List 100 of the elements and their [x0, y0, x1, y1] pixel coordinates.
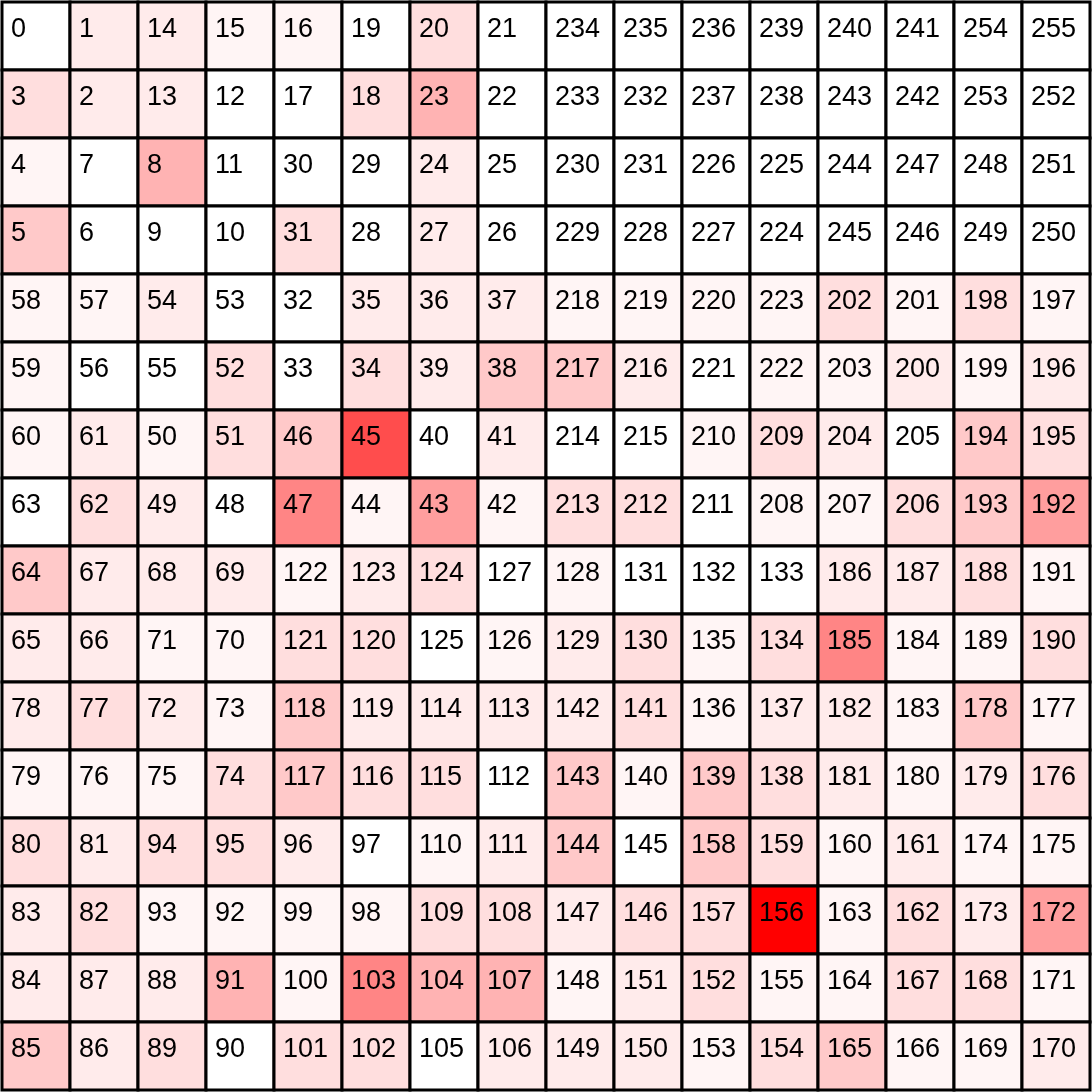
- data-label: 247: [895, 149, 941, 180]
- data-label: 24: [419, 149, 450, 180]
- data-label: 54: [147, 285, 178, 316]
- data-label: 246: [895, 217, 941, 248]
- data-label: 211: [691, 489, 735, 520]
- data-label: 70: [215, 625, 246, 656]
- data-label: 2: [79, 81, 95, 112]
- data-label: 21: [487, 13, 518, 44]
- data-label: 78: [11, 693, 42, 724]
- data-label: 4: [11, 149, 27, 180]
- data-label: 189: [963, 625, 1009, 656]
- data-label: 231: [623, 149, 669, 180]
- data-label: 6: [79, 217, 95, 248]
- data-label: 81: [79, 829, 110, 860]
- data-label: 48: [215, 489, 246, 520]
- data-label: 49: [147, 489, 178, 520]
- data-label: 68: [147, 557, 178, 588]
- data-label: 117: [283, 761, 327, 792]
- data-label: 205: [895, 421, 941, 452]
- data-label: 123: [351, 557, 397, 588]
- data-label: 16: [283, 13, 314, 44]
- data-label: 102: [351, 1033, 397, 1064]
- data-label: 238: [759, 81, 805, 112]
- data-label: 124: [419, 557, 465, 588]
- data-label: 1: [79, 13, 95, 44]
- data-label: 116: [351, 761, 395, 792]
- data-label: 30: [283, 149, 314, 180]
- data-label: 57: [79, 285, 110, 316]
- data-label: 221: [691, 353, 737, 384]
- data-label: 206: [895, 489, 941, 520]
- data-label: 218: [555, 285, 601, 316]
- data-label: 50: [147, 421, 178, 452]
- data-label: 108: [487, 897, 533, 928]
- data-label: 13: [147, 81, 178, 112]
- data-label: 183: [895, 693, 941, 724]
- data-label: 33: [283, 353, 314, 384]
- data-label: 164: [827, 965, 873, 996]
- data-label: 195: [1031, 421, 1077, 452]
- data-label: 153: [691, 1033, 737, 1064]
- data-label: 41: [487, 421, 518, 452]
- data-label: 204: [827, 421, 873, 452]
- data-label: 240: [827, 13, 873, 44]
- data-label: 27: [419, 217, 450, 248]
- data-label: 222: [759, 353, 805, 384]
- data-label: 178: [963, 693, 1009, 724]
- data-label: 69: [215, 557, 246, 588]
- data-label: 193: [963, 489, 1009, 520]
- data-label: 243: [827, 81, 873, 112]
- data-label: 39: [419, 353, 450, 384]
- data-label: 95: [215, 829, 246, 860]
- data-label: 85: [11, 1033, 42, 1064]
- data-label: 119: [351, 693, 395, 724]
- data-label: 128: [555, 557, 601, 588]
- data-label: 67: [79, 557, 110, 588]
- data-label: 217: [555, 353, 601, 384]
- data-label: 88: [147, 965, 178, 996]
- data-label: 93: [147, 897, 178, 928]
- data-label: 44: [351, 489, 382, 520]
- data-label: 141: [623, 693, 669, 724]
- data-label: 239: [759, 13, 805, 44]
- data-label: 207: [827, 489, 873, 520]
- data-label: 142: [555, 693, 601, 724]
- data-label: 251: [1031, 149, 1077, 180]
- data-label: 3: [11, 81, 27, 112]
- data-label: 219: [623, 285, 669, 316]
- data-label: 146: [623, 897, 669, 928]
- data-label: 115: [419, 761, 463, 792]
- data-label: 229: [555, 217, 601, 248]
- data-label: 32: [283, 285, 314, 316]
- data-label: 213: [555, 489, 601, 520]
- data-label: 224: [759, 217, 805, 248]
- data-label: 236: [691, 13, 737, 44]
- data-label: 121: [283, 625, 329, 656]
- data-label: 176: [1031, 761, 1077, 792]
- data-label: 25: [487, 149, 518, 180]
- data-label: 125: [419, 625, 465, 656]
- data-label: 99: [283, 897, 314, 928]
- data-label: 87: [79, 965, 110, 996]
- data-label: 184: [895, 625, 941, 656]
- data-label: 131: [623, 557, 669, 588]
- data-label: 26: [487, 217, 518, 248]
- data-label: 162: [895, 897, 941, 928]
- data-label: 143: [555, 761, 601, 792]
- data-label: 89: [147, 1033, 178, 1064]
- data-label: 170: [1031, 1033, 1077, 1064]
- data-label: 140: [623, 761, 669, 792]
- data-label: 186: [827, 557, 873, 588]
- data-label: 31: [283, 217, 314, 248]
- data-label: 101: [283, 1033, 329, 1064]
- data-label: 63: [11, 489, 42, 520]
- data-label: 98: [351, 897, 382, 928]
- data-label: 192: [1031, 489, 1077, 520]
- data-label: 158: [691, 829, 737, 860]
- data-label: 97: [351, 829, 382, 860]
- data-label: 235: [623, 13, 669, 44]
- data-label: 45: [351, 421, 382, 452]
- data-label: 127: [487, 557, 533, 588]
- data-label: 181: [827, 761, 873, 792]
- data-label: 79: [11, 761, 42, 792]
- data-label: 7: [79, 149, 95, 180]
